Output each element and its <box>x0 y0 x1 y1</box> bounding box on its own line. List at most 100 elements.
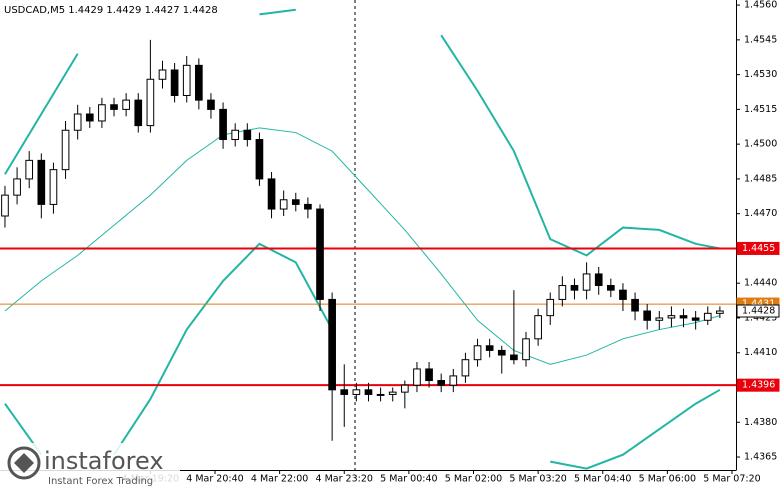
current-price-label: 1.4428 <box>742 306 775 317</box>
candle-body <box>207 99 215 110</box>
candle-body <box>388 391 397 395</box>
candle-body <box>340 389 349 395</box>
candle-body <box>643 310 652 321</box>
candle-body <box>497 349 506 356</box>
candle-body <box>25 159 34 180</box>
band-lower <box>113 242 334 456</box>
band-lower <box>550 388 721 470</box>
candle-body <box>522 338 530 361</box>
candle-body <box>170 69 179 96</box>
candle-body <box>352 389 361 395</box>
candle-body <box>328 298 336 391</box>
candle-body <box>122 99 130 110</box>
plot-area <box>0 8 736 470</box>
candle-body <box>85 113 94 122</box>
candle-body <box>110 104 118 110</box>
y-tick-label: 1.4365 <box>744 452 777 463</box>
y-tick-label: 1.4560 <box>744 0 777 11</box>
candle-body <box>485 345 494 351</box>
candle-body <box>146 78 155 127</box>
band-middle <box>4 127 721 365</box>
candle-body <box>606 285 615 291</box>
candle-body <box>582 273 591 291</box>
candle-body <box>255 139 264 180</box>
candle-body <box>570 285 579 291</box>
x-tick-label: 5 Mar 06:00 <box>639 474 696 485</box>
candle-body <box>1 194 9 217</box>
candle-body <box>546 298 555 317</box>
y-tick-label: 1.4515 <box>744 104 777 115</box>
watermark-slogan: Instant Forex Trading <box>48 476 153 487</box>
candle-body <box>437 380 446 386</box>
level-label: 1.4455 <box>742 243 775 254</box>
candle-body <box>267 178 276 210</box>
candle-body <box>291 199 300 205</box>
y-tick-label: 1.4425 <box>744 312 777 323</box>
current-price-box <box>736 304 780 318</box>
candle-body <box>619 289 627 300</box>
chart-title: USDCAD,M5 1.4429 1.4429 1.4427 1.4428 <box>4 5 218 16</box>
candle-body <box>413 368 421 386</box>
candle-body <box>98 104 106 122</box>
candle-body <box>231 129 240 141</box>
band-upper <box>440 34 721 257</box>
y-tick-label: 1.4470 <box>744 208 777 219</box>
candle-body <box>449 375 458 386</box>
watermark-logo <box>7 446 41 480</box>
x-tick-label: 4 Mar 22:00 <box>251 474 308 485</box>
candle-body <box>61 129 70 171</box>
candle-body <box>594 273 603 287</box>
watermark-brand: instaforex <box>44 447 164 475</box>
band-upper <box>259 8 296 16</box>
candle-body <box>679 315 688 319</box>
candle-body <box>691 317 700 321</box>
x-tick-label: 5 Mar 00:40 <box>380 474 437 485</box>
x-tick-label: 5 Mar 07:20 <box>703 474 760 485</box>
candle-body <box>243 129 252 141</box>
candle-body <box>49 169 58 205</box>
candle-body <box>473 345 482 361</box>
candle-body <box>534 315 542 340</box>
level-label: 1.4431 <box>742 299 775 310</box>
x-tick-label: 5 Mar 04:40 <box>574 474 631 485</box>
candle-body <box>279 199 288 210</box>
y-tick-label: 1.4485 <box>744 173 777 184</box>
candle-body <box>13 178 21 196</box>
candle-body <box>631 298 639 312</box>
candle-body <box>425 368 433 382</box>
y-tick-label: 1.4530 <box>744 69 777 80</box>
candle-body <box>364 389 373 395</box>
candle-body <box>73 113 82 131</box>
level-label: 1.4396 <box>742 380 775 391</box>
y-tick-label: 1.4410 <box>744 347 777 358</box>
candle-body <box>304 203 312 210</box>
candle-body <box>703 312 712 321</box>
candle-body <box>461 359 470 377</box>
candle-body <box>376 393 385 396</box>
x-tick-label: 5 Mar 03:20 <box>509 474 566 485</box>
y-tick-label: 1.4380 <box>744 417 777 428</box>
candle-body <box>158 69 167 80</box>
y-tick-label: 1.4500 <box>744 139 777 150</box>
candle-body <box>667 315 676 319</box>
x-tick-label: 4 Mar 23:20 <box>316 474 373 485</box>
candle-body <box>316 208 324 300</box>
candle-body <box>219 108 227 141</box>
level-box <box>736 241 780 255</box>
x-tick-label: 5 Mar 02:00 <box>445 474 502 485</box>
x-tick-label: 4 Mar 20:40 <box>186 474 243 485</box>
level-box <box>736 378 780 392</box>
y-tick-label: 1.4545 <box>744 34 777 45</box>
watermark-logo-mark <box>14 453 34 473</box>
watermark: instaforex Instant Forex Trading <box>0 443 180 489</box>
candle-body <box>37 159 46 205</box>
candle-body <box>182 64 191 96</box>
candle-body <box>716 310 724 314</box>
band-upper <box>4 53 79 175</box>
candle-body <box>510 354 518 361</box>
candle-body <box>134 99 143 127</box>
candle-body <box>655 317 664 321</box>
candle-body <box>195 64 203 101</box>
candle-body <box>401 384 409 393</box>
